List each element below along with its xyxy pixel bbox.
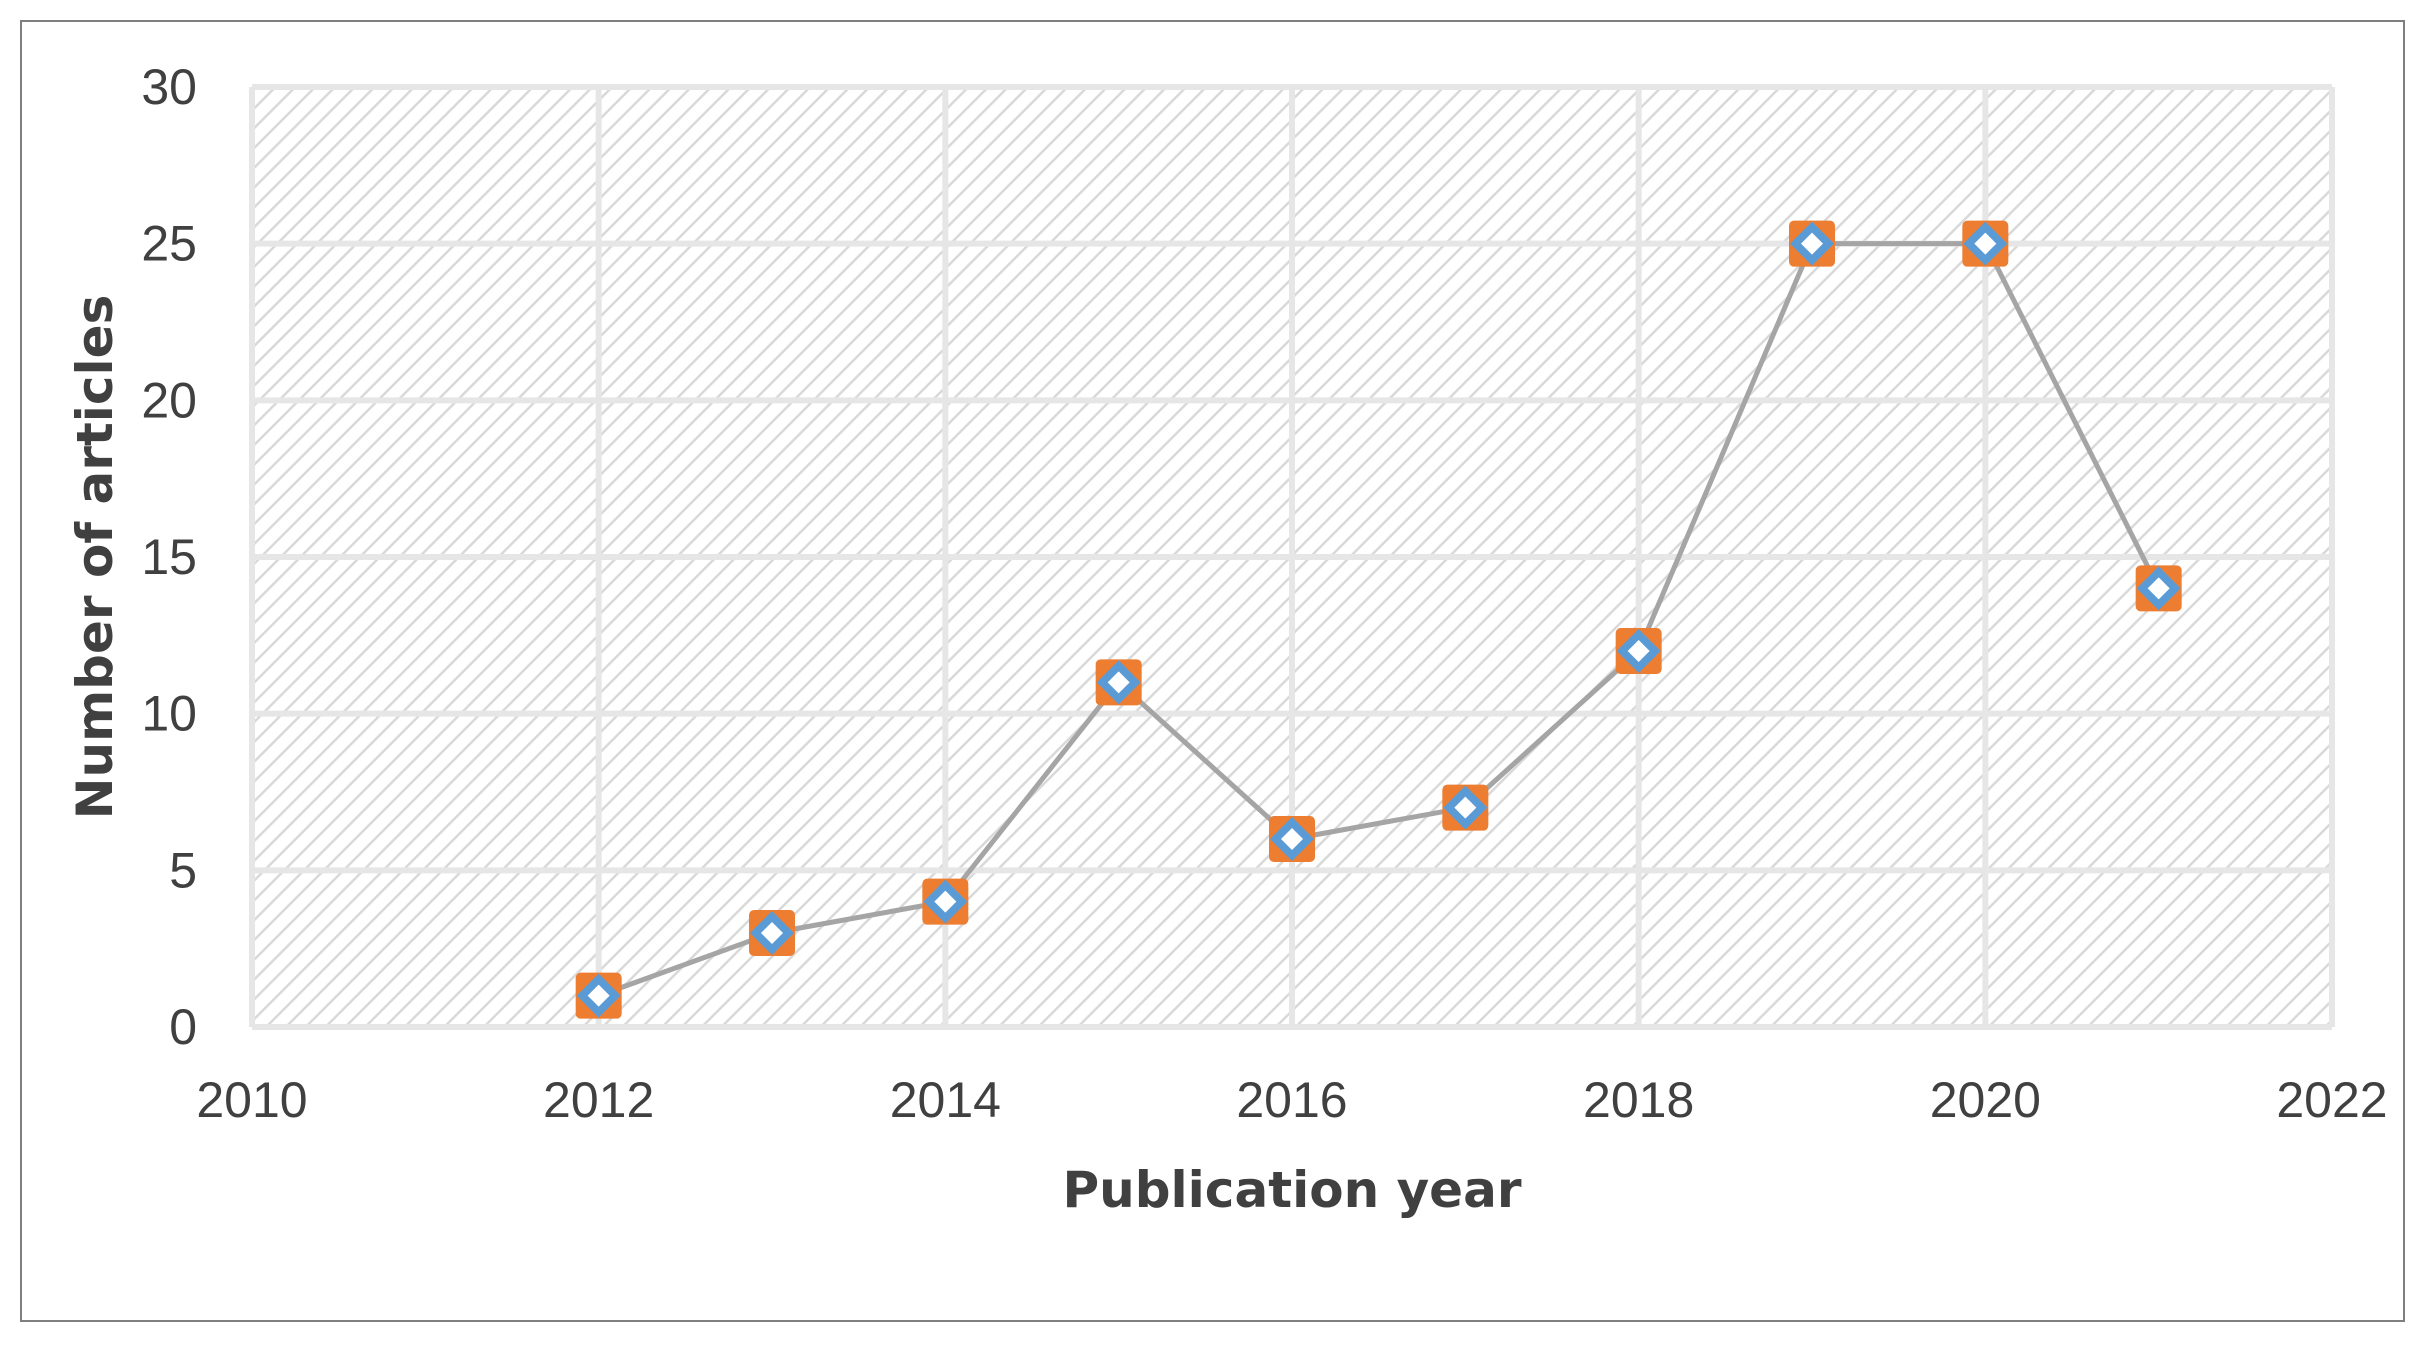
y-tick-label: 30 — [141, 59, 197, 115]
data-point-marker — [1442, 784, 1489, 831]
data-point-marker — [922, 878, 969, 925]
data-point-marker — [1615, 628, 1662, 674]
x-tick-label: 2018 — [1583, 1072, 1694, 1128]
y-axis-title: Number of articles — [66, 295, 124, 820]
data-point-marker — [749, 910, 795, 956]
chart-frame: 0 5 10 15 20 25 30 2010 2012 2014 2016 2018 2020 2022… — [20, 20, 2405, 1322]
x-tick-label: 2022 — [2276, 1072, 2387, 1128]
x-tick-label: 2014 — [890, 1072, 1001, 1128]
series-line — [597, 241, 2161, 999]
x-tick-label: 2020 — [1930, 1072, 2041, 1128]
line-chart: 0 5 10 15 20 25 30 2010 2012 2014 2016 2018 2020 2022… — [66, 59, 2388, 1219]
markers-layer — [575, 220, 2182, 1019]
gridlines — [249, 84, 2335, 1030]
y-tick-label: 0 — [169, 999, 197, 1055]
data-point-marker — [2135, 565, 2182, 612]
x-tick-label: 2012 — [543, 1072, 654, 1128]
x-tick-label: 2016 — [1236, 1072, 1347, 1128]
tick-labels: 0 5 10 15 20 25 30 2010 2012 2014 2016 2018 2020 2022 — [141, 59, 2387, 1128]
y-tick-label: 5 — [169, 842, 197, 898]
x-axis-title: Publication year — [1063, 1161, 1522, 1219]
x-tick-label: 2010 — [196, 1072, 307, 1128]
data-point-marker — [1269, 816, 1315, 862]
y-tick-label: 20 — [141, 372, 197, 428]
y-tick-label: 15 — [141, 529, 197, 585]
data-point-marker — [1962, 220, 2009, 267]
series-layer — [597, 241, 2161, 999]
y-tick-label: 25 — [141, 216, 197, 272]
y-tick-label: 10 — [141, 686, 197, 742]
data-point-marker — [1095, 659, 1142, 706]
data-point-marker — [1789, 220, 1835, 267]
data-point-marker — [575, 972, 622, 1019]
